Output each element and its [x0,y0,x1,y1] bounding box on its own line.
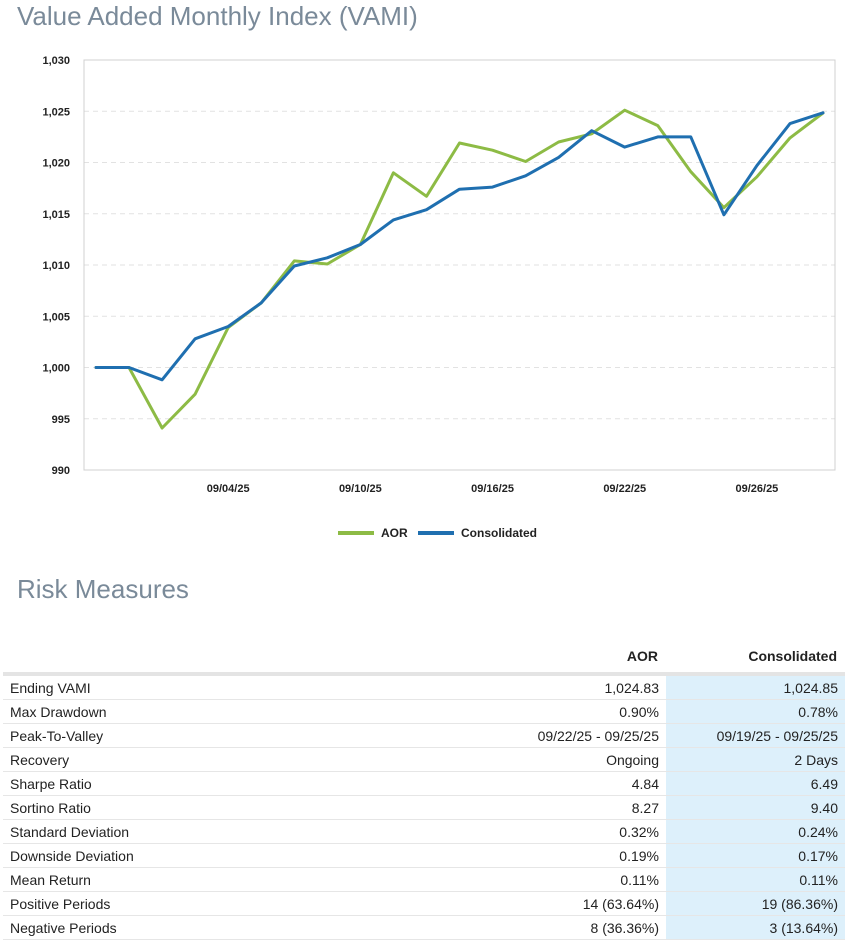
chart-series [94,108,825,430]
row-consolidated-value: 0.17% [666,843,845,868]
table-row: Downside Deviation 0.19% 0.17% [3,843,845,868]
table-row: Recovery Ongoing 2 Days [3,747,845,772]
row-consolidated-value: 19 (86.36%) [666,891,845,916]
x-tick-label: 09/04/25 [207,483,250,495]
row-label: Max Drawdown [3,699,487,724]
x-tick-label: 09/22/25 [603,483,646,495]
vami-chart: 990 995 1,000 1,005 1,010 1,015 1,020 1,025 1,03… [42,55,836,540]
y-tick-label: 1,000 [42,363,70,375]
risk-table-body: Ending VAMI 1,024.83 1,024.85 Max Drawdown 0… [3,674,845,940]
plot-frame [83,59,836,471]
table-header-row: AOR Consolidated [3,640,845,674]
header-consolidated: Consolidated [748,648,837,664]
y-tick-label: 1,015 [42,209,70,221]
legend-item-aor[interactable]: AOR [338,526,408,540]
row-consolidated-value: 2 Days [666,747,845,772]
chart-grid [84,110,835,420]
legend-item-consolidated[interactable]: Consolidated [418,526,537,540]
row-label: Standard Deviation [3,819,487,844]
row-consolidated-value: 0.78% [666,699,845,724]
row-label: Negative Periods [3,915,487,940]
header-aor: AOR [626,648,658,664]
risk-measures-table: AOR Consolidated Ending VAMI 1,024.83 1,02… [3,640,845,940]
row-aor-value: 0.90% [487,699,666,724]
row-label: Peak-To-Valley [3,723,487,748]
row-consolidated-value: 0.24% [666,819,845,844]
row-consolidated-value: 1,024.85 [666,674,845,700]
y-tick-label: 1,010 [42,260,70,272]
risk-measures-title: Risk Measures [17,574,189,604]
vami-title: Value Added Monthly Index (VAMI) [17,1,418,31]
legend-label: Consolidated [461,526,537,540]
series-line-consolidated [94,111,825,382]
table-row: Positive Periods 14 (63.64%) 19 (86.36%) [3,891,845,916]
y-tick-label: 995 [52,414,70,426]
header-label [3,640,487,674]
row-consolidated-value: 3 (13.64%) [666,915,845,940]
y-tick-label: 1,005 [42,311,70,323]
row-aor-value: 8 (36.36%) [487,915,666,940]
table-row: Peak-To-Valley 09/22/25 - 09/25/25 09/19/2… [3,723,845,748]
x-tick-label: 09/26/25 [735,483,778,495]
row-aor-value: 0.19% [487,843,666,868]
table-row: Standard Deviation 0.32% 0.24% [3,819,845,844]
row-aor-value: 4.84 [487,771,666,796]
x-tick-label: 09/16/25 [471,483,514,495]
row-label: Recovery [3,747,487,772]
row-label: Sharpe Ratio [3,771,487,796]
row-aor-value: 09/22/25 - 09/25/25 [487,723,666,748]
table-row: Sharpe Ratio 4.84 6.49 [3,771,845,796]
row-aor-value: 0.11% [487,867,666,892]
row-aor-value: 14 (63.64%) [487,891,666,916]
y-axis: 990 995 1,000 1,005 1,010 1,015 1,020 1,025 1,03… [42,55,70,477]
row-consolidated-value: 6.49 [666,771,845,796]
x-axis: 09/04/25 09/10/25 09/16/25 09/22/25 09/26/25 [207,483,779,495]
chart-legend[interactable]: AOR Consolidated [338,526,537,540]
table-row: Mean Return 0.11% 0.11% [3,867,845,892]
row-consolidated-value: 09/19/25 - 09/25/25 [666,723,845,748]
table-row: Ending VAMI 1,024.83 1,024.85 [3,674,845,700]
y-tick-label: 1,030 [42,55,70,67]
row-aor-value: 0.32% [487,819,666,844]
row-consolidated-value: 0.11% [666,867,845,892]
x-tick-label: 09/10/25 [339,483,382,495]
table-row: Negative Periods 8 (36.36%) 3 (13.64%) [3,915,845,940]
row-consolidated-value: 9.40 [666,795,845,820]
row-aor-value: 1,024.83 [487,674,666,700]
row-label: Sortino Ratio [3,795,487,820]
table-row: Sortino Ratio 8.27 9.40 [3,795,845,820]
y-tick-label: 990 [52,465,70,477]
table-row: Max Drawdown 0.90% 0.78% [3,699,845,724]
y-tick-label: 1,025 [42,106,70,118]
series-line-aor [94,108,825,430]
row-label: Ending VAMI [3,674,487,700]
legend-label: AOR [381,526,408,540]
row-label: Mean Return [3,867,487,892]
row-aor-value: 8.27 [487,795,666,820]
row-label: Downside Deviation [3,843,487,868]
row-label: Positive Periods [3,891,487,916]
y-tick-label: 1,020 [42,158,70,170]
row-aor-value: Ongoing [487,747,666,772]
